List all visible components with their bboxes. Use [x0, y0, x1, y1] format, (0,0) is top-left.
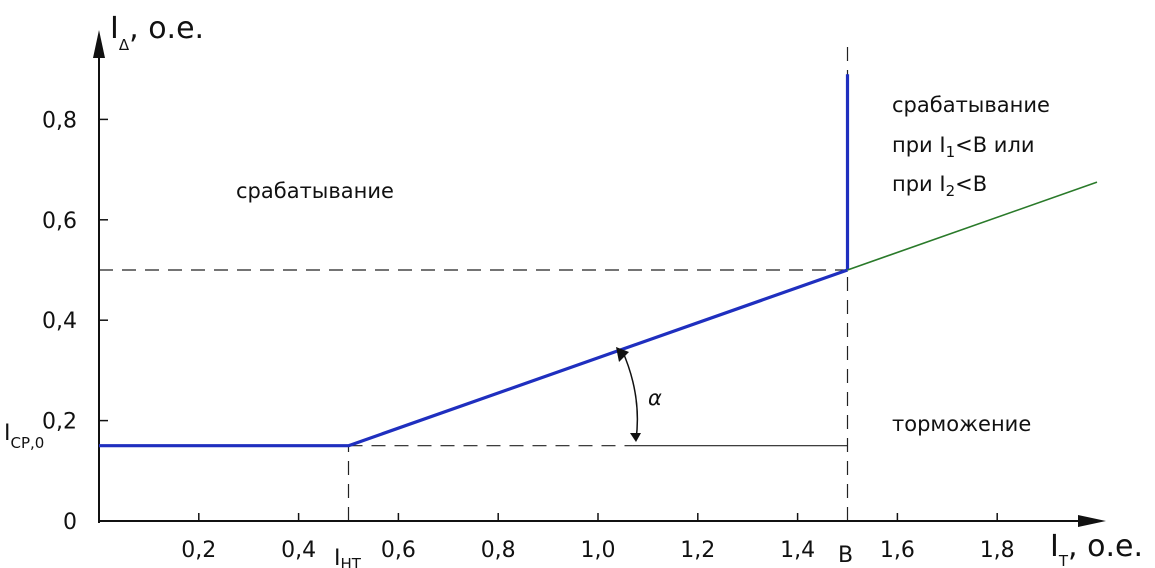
x-axis-label: IТ, о.е. [1050, 529, 1143, 568]
angle-label: α [648, 386, 662, 410]
y-tick-label: 0 [63, 510, 77, 535]
x-tick-label: 0,4 [281, 538, 316, 563]
x-tick-label: 1,6 [880, 538, 915, 563]
x-tick-label: 1,2 [680, 538, 715, 563]
x-tick-label: 0,8 [481, 538, 516, 563]
operate-right-label-3: при I2<B [892, 172, 987, 200]
series-line-2 [847, 181, 1098, 271]
operate-left-label: срабатывание [236, 179, 394, 203]
y-tick-label: 0,6 [42, 209, 77, 234]
angle-arc [616, 347, 641, 442]
b-label: B [838, 543, 853, 568]
y-ticks: 0 0,2 0,4 0,6 0,8 [42, 108, 108, 535]
y-tick-label: 0,4 [42, 309, 77, 334]
x-ticks: 0,2 0,4 0,6 0,8 1,0 1,2 1,4 1,6 1,8 [181, 513, 1015, 563]
guide-lines [99, 40, 849, 521]
y-axis-arrow [93, 30, 105, 58]
x-tick-label: 1,8 [980, 538, 1015, 563]
series-group [99, 74, 1098, 448]
i-nt-label: IНТ [334, 546, 362, 568]
y-tick-label: 0,2 [42, 410, 77, 435]
series-line-0 [99, 268, 849, 448]
operate-right-label-1: срабатывание [892, 93, 1050, 117]
x-tick-label: 0,6 [381, 538, 416, 563]
operate-right-label-2: при I1<B или [892, 133, 1035, 161]
x-tick-label: 1,0 [581, 538, 616, 563]
i-cp0-label: IСР,0 [4, 421, 44, 452]
x-tick-label: 1,4 [780, 538, 815, 563]
restraint-label: торможение [892, 412, 1031, 436]
x-tick-label: 0,2 [181, 538, 216, 563]
y-axis-label: IΔ, о.е. [110, 11, 204, 54]
x-axis-arrow [1078, 515, 1106, 527]
y-tick-label: 0,8 [42, 108, 77, 133]
